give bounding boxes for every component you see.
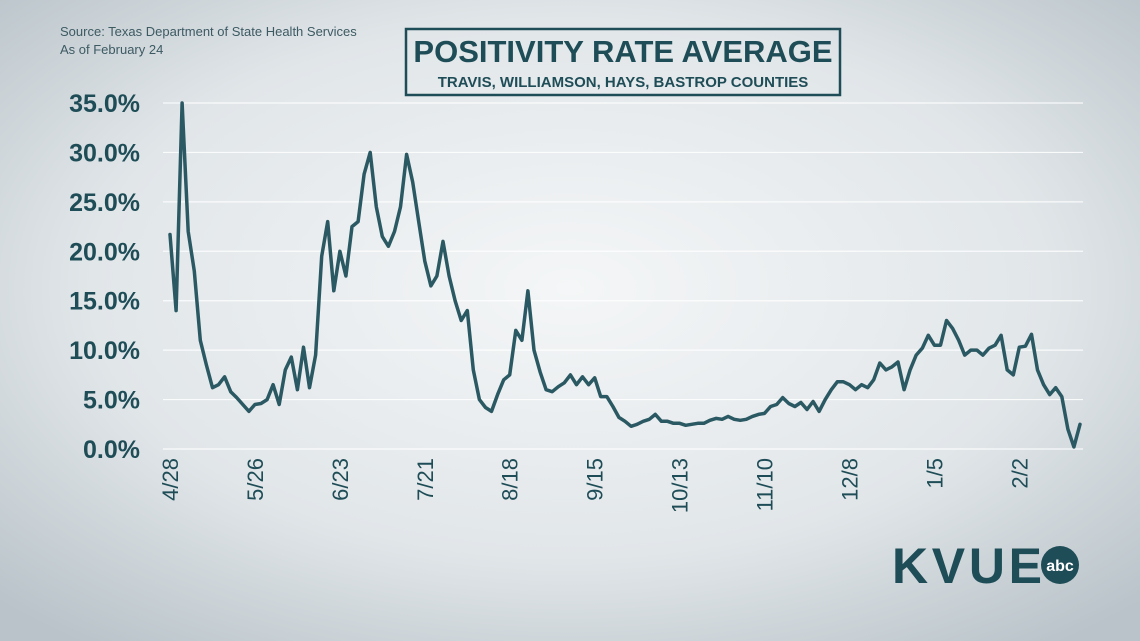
y-tick-label: 5.0% — [83, 387, 140, 415]
y-tick-label: 25.0% — [69, 189, 140, 217]
x-tick-label: 10/13 — [668, 458, 693, 513]
data-line — [168, 101, 1082, 449]
source: Source: Texas Department of State Health… — [60, 24, 357, 39]
x-tick-label: 7/21 — [413, 458, 438, 501]
x-tick-label: 5/26 — [243, 458, 268, 501]
x-tick-label: 2/2 — [1007, 458, 1032, 489]
y-tick-label: 20.0% — [69, 238, 140, 266]
y-tick-label: 15.0% — [69, 288, 140, 316]
x-tick-label: 12/8 — [837, 458, 862, 501]
y-tick-label: 10.0% — [69, 337, 140, 365]
x-tick-label: 9/15 — [583, 458, 608, 501]
y-tick-label: 35.0% — [69, 90, 140, 118]
x-tick-label: 4/28 — [158, 458, 183, 501]
x-tick-label: 11/10 — [753, 458, 778, 511]
logo-badge: abc — [1046, 558, 1074, 575]
x-tick-label: 6/23 — [328, 458, 353, 501]
logo-circle — [1041, 546, 1079, 584]
x-tick-label: 1/5 — [922, 458, 947, 489]
note: As of February 24 — [60, 42, 163, 57]
title-box — [404, 27, 842, 97]
chart-subtitle: TRAVIS, WILLIAMSON, HAYS, BASTROP COUNTI… — [438, 74, 809, 91]
x-tick-label: 8/18 — [498, 458, 523, 501]
y-tick-label: 30.0% — [69, 139, 140, 167]
y-tick-label: 0.0% — [83, 436, 140, 464]
chart-title: POSITIVITY RATE AVERAGE — [413, 34, 832, 69]
